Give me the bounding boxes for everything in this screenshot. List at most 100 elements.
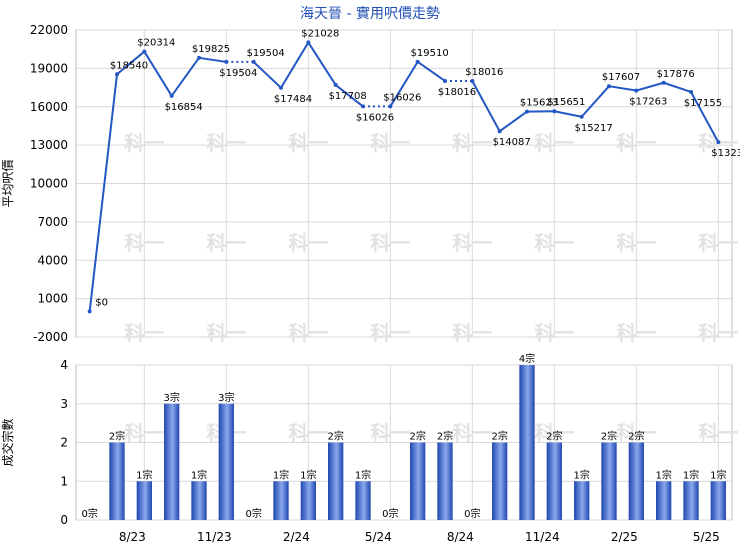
data-label: $15651 [547, 97, 585, 108]
series-segment [554, 110, 582, 118]
bar [164, 403, 180, 520]
bar-label: 3宗 [218, 391, 234, 404]
bar [492, 442, 508, 520]
data-point [579, 114, 584, 119]
bar-label: 1宗 [191, 468, 207, 481]
x-tick-label: 8/24 [447, 530, 474, 544]
data-point [525, 109, 529, 114]
data-point [497, 129, 502, 134]
data-point [716, 140, 721, 145]
watermark-text: 科一 [452, 131, 492, 155]
data-point [279, 85, 283, 90]
y-axis-label: 平均呎價 [1, 159, 15, 207]
series-segment [335, 84, 364, 108]
x-tick-label: 5/24 [365, 530, 392, 544]
bar [328, 442, 344, 520]
y-tick-label: 2 [60, 436, 68, 450]
watermark-text: 科一 [206, 321, 246, 345]
series-segment [143, 51, 173, 97]
watermark-text: 科一 [698, 231, 738, 255]
transaction-bar-panel: 0 1 2 3 4 8/23 11/23 2/24 5/24 8/24 11/24 2/25 5/25 科… [0, 352, 738, 544]
data-point [115, 72, 119, 77]
series-segment [471, 80, 501, 132]
data-point [443, 78, 447, 83]
watermark-text: 科一 [616, 321, 656, 345]
price-line-panel: -2000 1000 4000 7000 10000 13000 16000 19000 220… [1, 23, 740, 345]
data-point [661, 80, 666, 85]
series-segment [417, 61, 446, 82]
bar-label: 0宗 [245, 507, 261, 520]
bar [136, 481, 152, 520]
bar [437, 442, 453, 520]
chart-title: 海天晉 - 實用呎價走勢 [300, 5, 440, 22]
data-point [142, 49, 147, 54]
x-tick-label: 11/24 [525, 530, 560, 544]
watermark-text: 科一 [370, 131, 410, 155]
data-label: $20314 [137, 38, 175, 49]
y-tick-label: 4000 [37, 253, 68, 267]
series-segment [170, 57, 200, 97]
y-tick-label: 10000 [30, 177, 68, 191]
watermark-text: 科一 [452, 321, 492, 345]
bar [300, 481, 316, 520]
watermark-text: 科一 [124, 321, 164, 345]
series-segment [499, 110, 528, 133]
watermark-text: 科一 [288, 131, 328, 155]
series-segment [663, 81, 692, 93]
bar-label: 2宗 [628, 430, 644, 443]
y-tick-label: 4 [60, 358, 68, 372]
watermark-text: 科一 [288, 421, 328, 445]
data-label: $17607 [602, 72, 640, 83]
x-tick-label: 8/23 [119, 530, 146, 544]
bar-label: 0宗 [81, 507, 97, 520]
series-segment [88, 74, 118, 312]
bar-label: 1宗 [683, 468, 699, 481]
data-point [415, 59, 420, 64]
data-label: $19825 [192, 44, 230, 55]
data-point [634, 88, 639, 93]
bar-label: 1宗 [355, 468, 371, 481]
data-label: $17155 [684, 98, 722, 109]
watermark-text: 科一 [534, 131, 574, 155]
data-label: $17708 [329, 91, 367, 102]
data-label: $17263 [629, 97, 667, 108]
watermark-text: 科一 [616, 231, 656, 255]
data-label: $19504 [219, 68, 257, 79]
data-label: $14087 [493, 137, 531, 148]
y-tick-label: 22000 [30, 23, 68, 37]
data-label: $16026 [383, 92, 421, 103]
watermark-text: 科一 [370, 321, 410, 345]
bar [410, 442, 426, 520]
watermark-text: 科一 [534, 321, 574, 345]
watermark-text: 科一 [124, 421, 164, 445]
data-point [197, 55, 201, 60]
y-tick-label: 7000 [37, 215, 68, 229]
watermark-text: 科一 [370, 231, 410, 255]
y-tick-label: 3 [60, 397, 68, 411]
bar-label: 2宗 [491, 430, 507, 443]
bar-label: 2宗 [437, 430, 453, 443]
watermark-text: 科一 [288, 321, 328, 345]
data-point [169, 93, 174, 98]
x-tick-label: 2/25 [611, 530, 638, 544]
bar-label: 1宗 [655, 468, 671, 481]
bar-label: 2宗 [601, 430, 617, 443]
x-tick-label: 11/23 [197, 530, 232, 544]
watermark-text: 科一 [452, 231, 492, 255]
bar-label: 1宗 [300, 468, 316, 481]
watermark-text: 科一 [124, 231, 164, 255]
data-point [388, 104, 393, 109]
bar [628, 442, 644, 520]
bar-label: 0宗 [464, 507, 480, 520]
bar-label: 0宗 [382, 507, 398, 520]
bar [218, 403, 234, 520]
bar [109, 442, 125, 520]
data-label: $18540 [110, 60, 148, 71]
y-tick-label: 0 [60, 513, 68, 527]
bar [574, 481, 590, 520]
watermark-text: 科一 [370, 421, 410, 445]
y-tick-label: 16000 [30, 100, 68, 114]
x-tick-label: 5/25 [693, 530, 720, 544]
